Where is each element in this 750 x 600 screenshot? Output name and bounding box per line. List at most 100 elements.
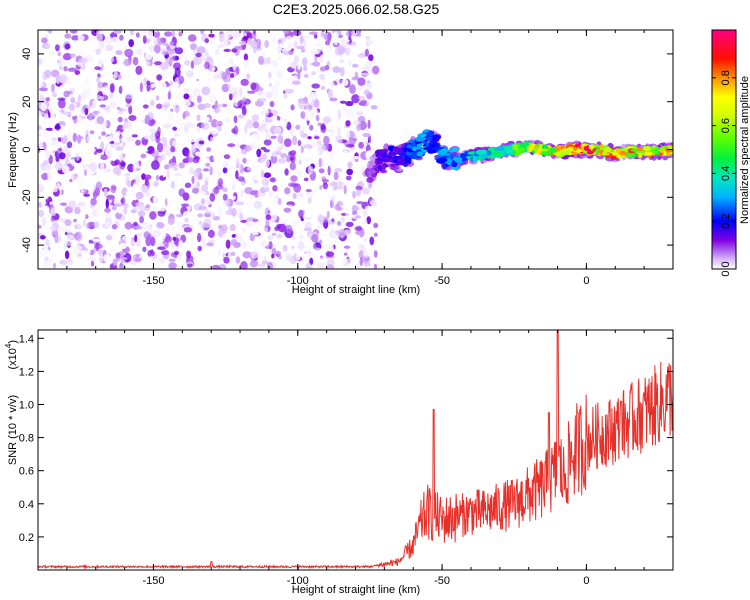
- noise-speckle: [244, 124, 248, 134]
- noise-speckle: [256, 148, 262, 158]
- noise-speckle: [355, 185, 363, 191]
- noise-speckle: [317, 122, 322, 126]
- noise-speckle: [187, 157, 194, 163]
- svg-text:(x104): (x104): [4, 340, 19, 370]
- noise-speckle: [338, 228, 346, 239]
- noise-speckle: [109, 91, 114, 99]
- noise-speckle: [328, 128, 332, 138]
- noise-speckle: [253, 200, 263, 209]
- noise-speckle: [317, 143, 327, 153]
- noise-speckle: [215, 185, 224, 190]
- noise-speckle: [283, 78, 293, 83]
- noise-speckle: [83, 228, 92, 232]
- noise-speckle: [231, 48, 238, 53]
- noise-speckle: [357, 95, 366, 100]
- noise-speckle: [309, 257, 314, 266]
- noise-speckle: [145, 204, 150, 209]
- noise-speckle: [166, 44, 170, 51]
- snr-scale-exponent: 4: [4, 343, 13, 348]
- noise-speckle: [229, 73, 235, 79]
- noise-speckle: [201, 86, 211, 96]
- noise-speckle: [277, 223, 287, 233]
- noise-speckle: [316, 262, 326, 269]
- noise-speckle: [264, 40, 269, 48]
- noise-speckle: [105, 135, 113, 143]
- noise-speckle: [135, 32, 140, 38]
- noise-speckle: [97, 73, 101, 78]
- noise-speckle: [44, 44, 51, 49]
- noise-speckle: [209, 136, 214, 143]
- noise-speckle: [245, 119, 254, 129]
- y-tick-label: 0: [21, 146, 33, 152]
- noise-speckle: [38, 183, 45, 193]
- spectrogram-panel: -150 -100 -50 0 -40 -20 0 20 40 Height of strai…: [7, 29, 674, 296]
- track-blob: [491, 150, 501, 155]
- noise-speckle: [145, 61, 151, 67]
- noise-speckle: [90, 69, 95, 74]
- noise-speckle: [370, 105, 378, 110]
- noise-speckle: [150, 83, 156, 88]
- noise-speckle: [331, 195, 336, 203]
- noise-speckle: [98, 40, 105, 50]
- noise-speckle: [85, 82, 92, 90]
- noise-speckle: [150, 206, 158, 212]
- noise-speckle: [270, 154, 278, 164]
- track-blob: [533, 147, 538, 152]
- noise-speckle: [62, 257, 68, 267]
- noise-speckle: [202, 177, 210, 182]
- colorbar-tick-label: 0.2: [720, 214, 732, 229]
- noise-speckle: [365, 42, 370, 48]
- track-blob: [376, 157, 384, 162]
- noise-speckle: [240, 219, 248, 223]
- noise-speckle: [184, 59, 191, 66]
- noise-speckle: [43, 192, 49, 200]
- noise-speckle: [307, 55, 315, 64]
- noise-speckle: [196, 114, 201, 121]
- noise-speckle: [127, 163, 135, 173]
- colorbar-tick-label: 0.8: [720, 70, 732, 85]
- noise-speckle: [363, 89, 371, 96]
- noise-speckle: [263, 255, 267, 262]
- track-blob: [480, 153, 487, 160]
- noise-speckle: [209, 166, 213, 176]
- noise-speckle: [80, 203, 87, 214]
- noise-speckle: [111, 36, 119, 43]
- noise-speckle: [162, 230, 167, 240]
- track-blob: [395, 147, 404, 154]
- noise-speckle: [206, 242, 215, 247]
- noise-speckle: [51, 137, 57, 142]
- noise-speckle: [291, 80, 301, 85]
- noise-speckle: [156, 37, 164, 46]
- noise-speckle: [112, 258, 118, 266]
- noise-speckle: [182, 210, 192, 220]
- noise-speckle: [150, 99, 155, 107]
- noise-speckle: [285, 224, 293, 234]
- noise-speckle: [111, 224, 118, 230]
- noise-speckle: [87, 155, 91, 160]
- noise-speckle: [93, 221, 100, 229]
- noise-speckle: [94, 110, 101, 115]
- track-blob: [442, 163, 447, 170]
- noise-speckle: [226, 233, 231, 239]
- noise-speckle: [175, 214, 183, 218]
- noise-speckle: [289, 162, 296, 171]
- noise-speckle: [58, 59, 65, 63]
- track-blob: [644, 151, 653, 156]
- noise-speckle: [120, 256, 128, 261]
- noise-speckle: [130, 209, 137, 214]
- noise-speckle: [176, 95, 183, 99]
- noise-speckle: [38, 132, 42, 137]
- noise-speckle: [342, 39, 351, 43]
- noise-speckle: [188, 150, 194, 159]
- track-blob: [391, 151, 397, 156]
- noise-speckle: [341, 105, 348, 111]
- noise-speckle: [167, 109, 174, 119]
- noise-speckle: [229, 224, 236, 231]
- noise-speckle: [102, 55, 111, 64]
- noise-speckle: [54, 151, 59, 158]
- noise-speckle: [75, 176, 81, 181]
- noise-speckle: [128, 115, 137, 121]
- noise-speckle: [358, 244, 365, 251]
- noise-speckle: [369, 236, 375, 246]
- noise-speckle: [311, 234, 319, 243]
